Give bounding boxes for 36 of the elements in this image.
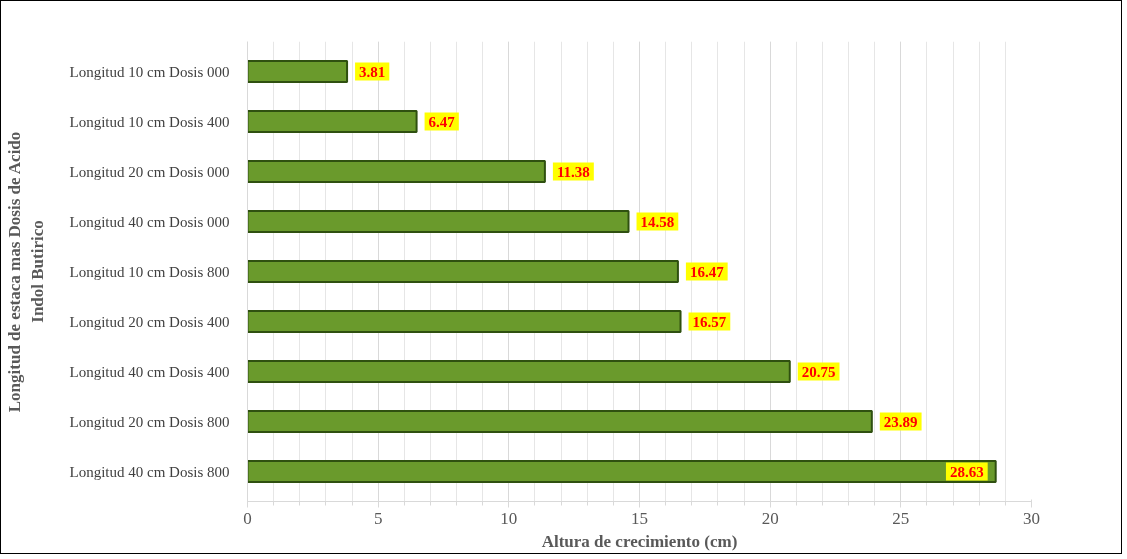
x-tick-label: 5 bbox=[373, 508, 383, 528]
y-tick-label: Longitud 40 cm Dosis 400 bbox=[69, 363, 230, 380]
bar bbox=[247, 210, 630, 233]
data-label: 3.81 bbox=[359, 63, 386, 80]
data-label: 16.47 bbox=[689, 263, 725, 280]
data-label: 11.38 bbox=[556, 163, 590, 180]
y-tick-label: Longitud 20 cm Dosis 000 bbox=[69, 163, 230, 180]
x-axis-title: Altura de crecimiento (cm) bbox=[541, 531, 738, 551]
y-tick-label: Longitud 10 cm Dosis 800 bbox=[69, 263, 230, 280]
bar bbox=[247, 460, 997, 483]
y-tick-label: Longitud 20 cm Dosis 400 bbox=[69, 313, 230, 330]
y-tick-label: Longitud 10 cm Dosis 400 bbox=[69, 113, 230, 130]
x-tick-label: 25 bbox=[892, 508, 910, 528]
y-tick-label: Longitud 40 cm Dosis 000 bbox=[69, 213, 230, 230]
bar bbox=[247, 160, 546, 183]
x-tick-label: 15 bbox=[631, 508, 648, 528]
bar bbox=[247, 60, 349, 83]
bar bbox=[247, 360, 791, 383]
bar bbox=[247, 110, 418, 133]
bar bbox=[247, 410, 873, 433]
y-tick-label: Longitud 40 cm Dosis 800 bbox=[69, 463, 230, 480]
x-tick-label: 20 bbox=[761, 508, 779, 528]
data-label: 23.89 bbox=[883, 413, 918, 430]
data-label: 20.75 bbox=[801, 363, 836, 380]
y-axis-title: Longitud de estaca mas Dosis de Acido Indol Butirico bbox=[4, 131, 47, 413]
y-tick-label: Longitud 10 cm Dosis 000 bbox=[69, 63, 230, 80]
data-label: 6.47 bbox=[428, 113, 456, 130]
data-label: 14.58 bbox=[640, 213, 675, 230]
x-tick-label: 30 bbox=[1023, 508, 1040, 528]
y-tick-label: Longitud 20 cm Dosis 800 bbox=[69, 413, 230, 430]
bar bbox=[247, 260, 679, 283]
data-label: 16.57 bbox=[692, 313, 727, 330]
x-tick-label: 0 bbox=[243, 508, 252, 528]
x-tick-label: 10 bbox=[500, 508, 518, 528]
data-label: 28.63 bbox=[949, 463, 984, 480]
bar bbox=[247, 310, 682, 333]
